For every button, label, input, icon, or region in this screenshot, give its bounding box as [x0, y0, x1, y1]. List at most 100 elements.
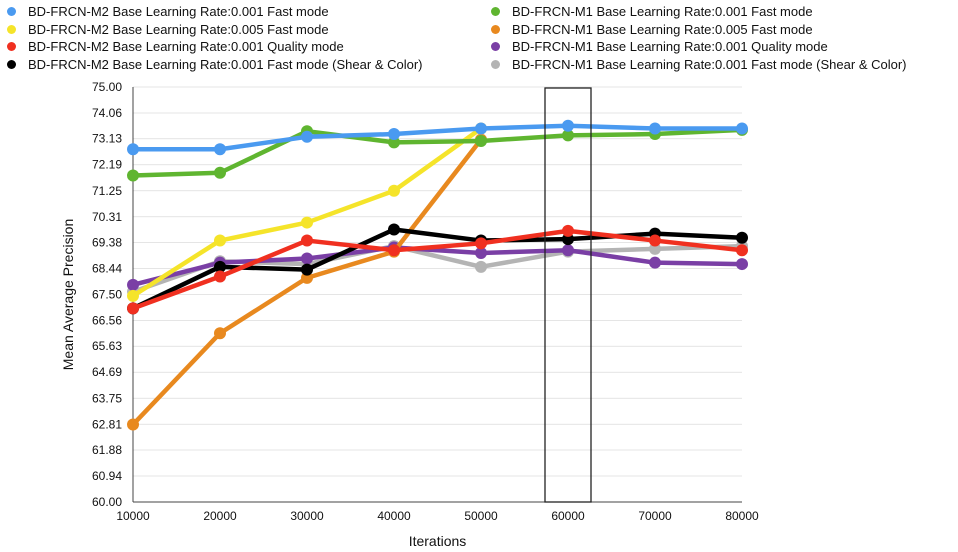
legend-label: BD-FRCN-M1 Base Learning Rate:0.001 Fast… — [512, 56, 907, 72]
legend-item: BD-FRCN-M2 Base Learning Rate:0.005 Fast… — [7, 21, 423, 39]
legend-item: BD-FRCN-M2 Base Learning Rate:0.001 Fast… — [7, 3, 423, 21]
y-tick-label: 63.75 — [92, 391, 122, 405]
legend-marker-icon — [7, 24, 16, 34]
data-point — [388, 184, 400, 197]
legend-label: BD-FRCN-M1 Base Learning Rate:0.005 Fast… — [512, 21, 813, 37]
legend-item: BD-FRCN-M2 Base Learning Rate:0.001 Qual… — [7, 38, 423, 56]
data-point — [214, 234, 226, 247]
legend-right: BD-FRCN-M1 Base Learning Rate:0.001 Fast… — [491, 3, 907, 73]
data-point — [649, 234, 661, 247]
series-line — [130, 123, 745, 152]
x-axis-label: Iterations — [409, 533, 467, 549]
data-point — [301, 271, 313, 284]
data-point — [301, 130, 313, 143]
x-tick-label: 30000 — [290, 509, 324, 523]
y-tick-label: 68.44 — [92, 261, 122, 275]
data-point — [388, 244, 400, 257]
y-tick-label: 72.19 — [92, 158, 122, 172]
x-tick-label: 10000 — [116, 509, 150, 523]
data-point — [214, 166, 226, 179]
legend-label: BD-FRCN-M1 Base Learning Rate:0.001 Qual… — [512, 39, 828, 54]
series-line — [130, 228, 745, 311]
legend-item: BD-FRCN-M1 Base Learning Rate:0.001 Fast… — [491, 3, 907, 21]
y-tick-label: 70.31 — [92, 210, 122, 224]
y-tick-label: 74.06 — [92, 106, 122, 120]
legend-label: BD-FRCN-M1 Base Learning Rate:0.001 Fast… — [512, 4, 813, 19]
series-line — [130, 127, 745, 178]
data-point — [388, 223, 400, 236]
data-point — [301, 252, 313, 265]
data-point — [214, 260, 226, 273]
legend-item: BD-FRCN-M1 Base Learning Rate:0.005 Fast… — [491, 21, 907, 39]
data-point — [562, 129, 574, 142]
x-tick-label: 50000 — [464, 509, 498, 523]
legend-marker-icon — [491, 24, 500, 34]
grid-lines — [133, 86, 742, 477]
legend-label: BD-FRCN-M2 Base Learning Rate:0.001 Fast… — [28, 4, 329, 19]
data-point — [736, 258, 748, 271]
data-point — [475, 122, 487, 135]
highlight-box — [544, 87, 592, 503]
legend-label: BD-FRCN-M2 Base Learning Rate:0.001 Qual… — [28, 39, 344, 54]
data-point — [214, 327, 226, 340]
data-point — [649, 256, 661, 269]
series-5 — [127, 224, 748, 315]
data-point — [649, 242, 661, 255]
x-tick-label: 40000 — [377, 509, 411, 523]
x-tick-labels: 10000 20000 30000 40000 50000 60000 70000 80000 — [116, 509, 759, 523]
legend-label: BD-FRCN-M2 Base Learning Rate:0.005 Fast… — [28, 21, 329, 37]
y-tick-label: 75.00 — [92, 80, 122, 94]
data-point — [301, 263, 313, 276]
legend-label: BD-FRCN-M2 Base Learning Rate:0.001 Fast… — [28, 56, 423, 72]
data-point — [301, 216, 313, 229]
legend-marker-icon — [491, 59, 500, 69]
legend-marker-icon — [491, 42, 500, 52]
x-tick-label: 20000 — [203, 509, 237, 523]
data-point — [214, 270, 226, 283]
data-point — [214, 143, 226, 156]
data-point — [388, 136, 400, 149]
y-tick-label: 71.25 — [92, 184, 122, 198]
data-point — [562, 244, 574, 257]
data-point — [562, 233, 574, 246]
legend-marker-icon — [7, 42, 16, 52]
data-point — [301, 234, 313, 247]
series-line — [130, 227, 745, 311]
series-7 — [127, 223, 748, 315]
y-tick-label: 69.38 — [92, 235, 122, 249]
series-1 — [127, 119, 748, 156]
y-tick-label: 67.50 — [92, 288, 122, 302]
data-point — [127, 302, 139, 315]
data-point — [127, 418, 139, 431]
y-tick-labels: 60.00 60.94 61.88 62.81 63.75 64.69 65.63 66.56… — [92, 80, 122, 509]
y-tick-label: 65.63 — [92, 339, 122, 353]
data-point — [475, 134, 487, 147]
data-point — [127, 143, 139, 156]
data-point — [562, 224, 574, 237]
y-axis-label: Mean Average Precision — [60, 219, 76, 371]
legend-item: BD-FRCN-M1 Base Learning Rate:0.001 Fast… — [491, 56, 907, 74]
y-tick-label: 60.00 — [92, 495, 122, 509]
data-point — [736, 244, 748, 257]
x-tick-label: 60000 — [551, 509, 585, 523]
legend-left: BD-FRCN-M2 Base Learning Rate:0.001 Fast… — [7, 3, 423, 73]
data-point — [388, 128, 400, 141]
y-tick-label: 66.56 — [92, 314, 122, 328]
legend-marker-icon — [7, 7, 16, 17]
legend-item: BD-FRCN-M1 Base Learning Rate:0.001 Qual… — [491, 38, 907, 56]
data-point — [649, 122, 661, 135]
series-4 — [127, 133, 487, 431]
legend-item: BD-FRCN-M2 Base Learning Rate:0.001 Fast… — [7, 56, 423, 74]
x-tick-label: 80000 — [725, 509, 759, 523]
y-tick-label: 73.13 — [92, 132, 122, 146]
legend-marker-icon — [7, 59, 16, 69]
data-point — [736, 231, 748, 244]
y-tick-label: 62.81 — [92, 417, 122, 431]
data-point — [127, 169, 139, 182]
legend-marker-icon — [491, 7, 500, 17]
data-point — [562, 119, 574, 132]
data-point — [475, 247, 487, 259]
data-point — [127, 278, 139, 291]
y-tick-label: 61.88 — [92, 443, 122, 457]
